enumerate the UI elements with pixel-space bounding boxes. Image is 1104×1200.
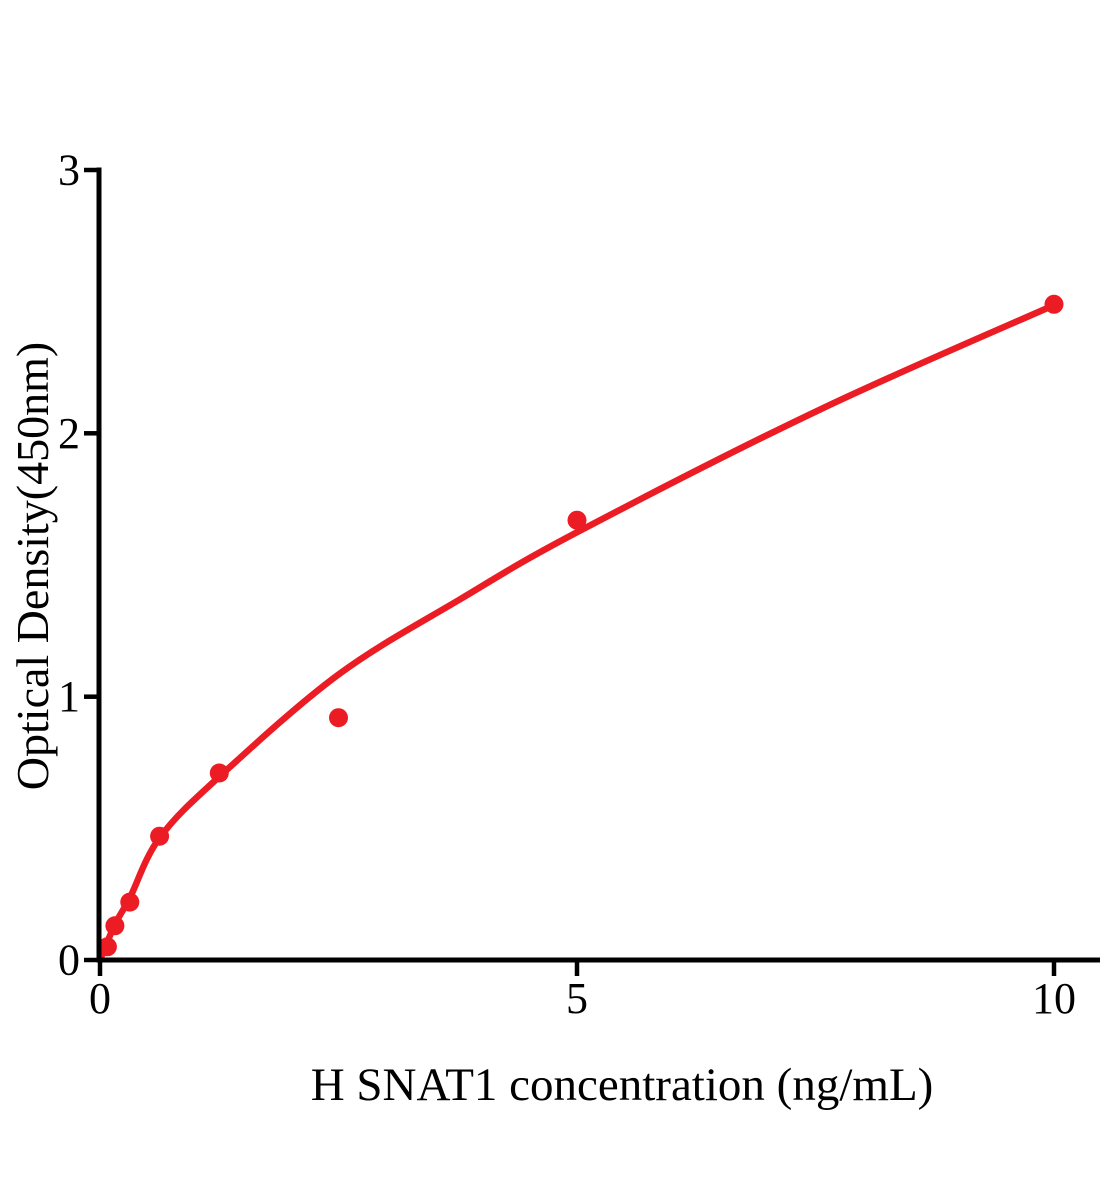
data-point <box>150 826 170 846</box>
fit-curve <box>96 301 1058 964</box>
data-point <box>209 763 229 783</box>
data-point <box>97 937 117 957</box>
data-point <box>1044 294 1064 314</box>
x-tick-label: 0 <box>89 974 111 1023</box>
x-axis-title: H SNAT1 concentration (ng/mL) <box>310 1059 934 1111</box>
y-tick-label: 2 <box>58 409 80 458</box>
x-tick-label: 5 <box>566 974 588 1023</box>
x-tick-label: 10 <box>1032 974 1076 1023</box>
y-tick-label: 1 <box>58 672 80 721</box>
data-point <box>567 510 587 530</box>
data-point <box>120 892 140 912</box>
y-axis-title: Optical Density(450nm) <box>6 341 58 791</box>
data-point <box>329 708 348 728</box>
y-tick-label: 3 <box>58 146 80 195</box>
data-point <box>105 916 125 936</box>
y-tick-label: 0 <box>58 936 80 985</box>
